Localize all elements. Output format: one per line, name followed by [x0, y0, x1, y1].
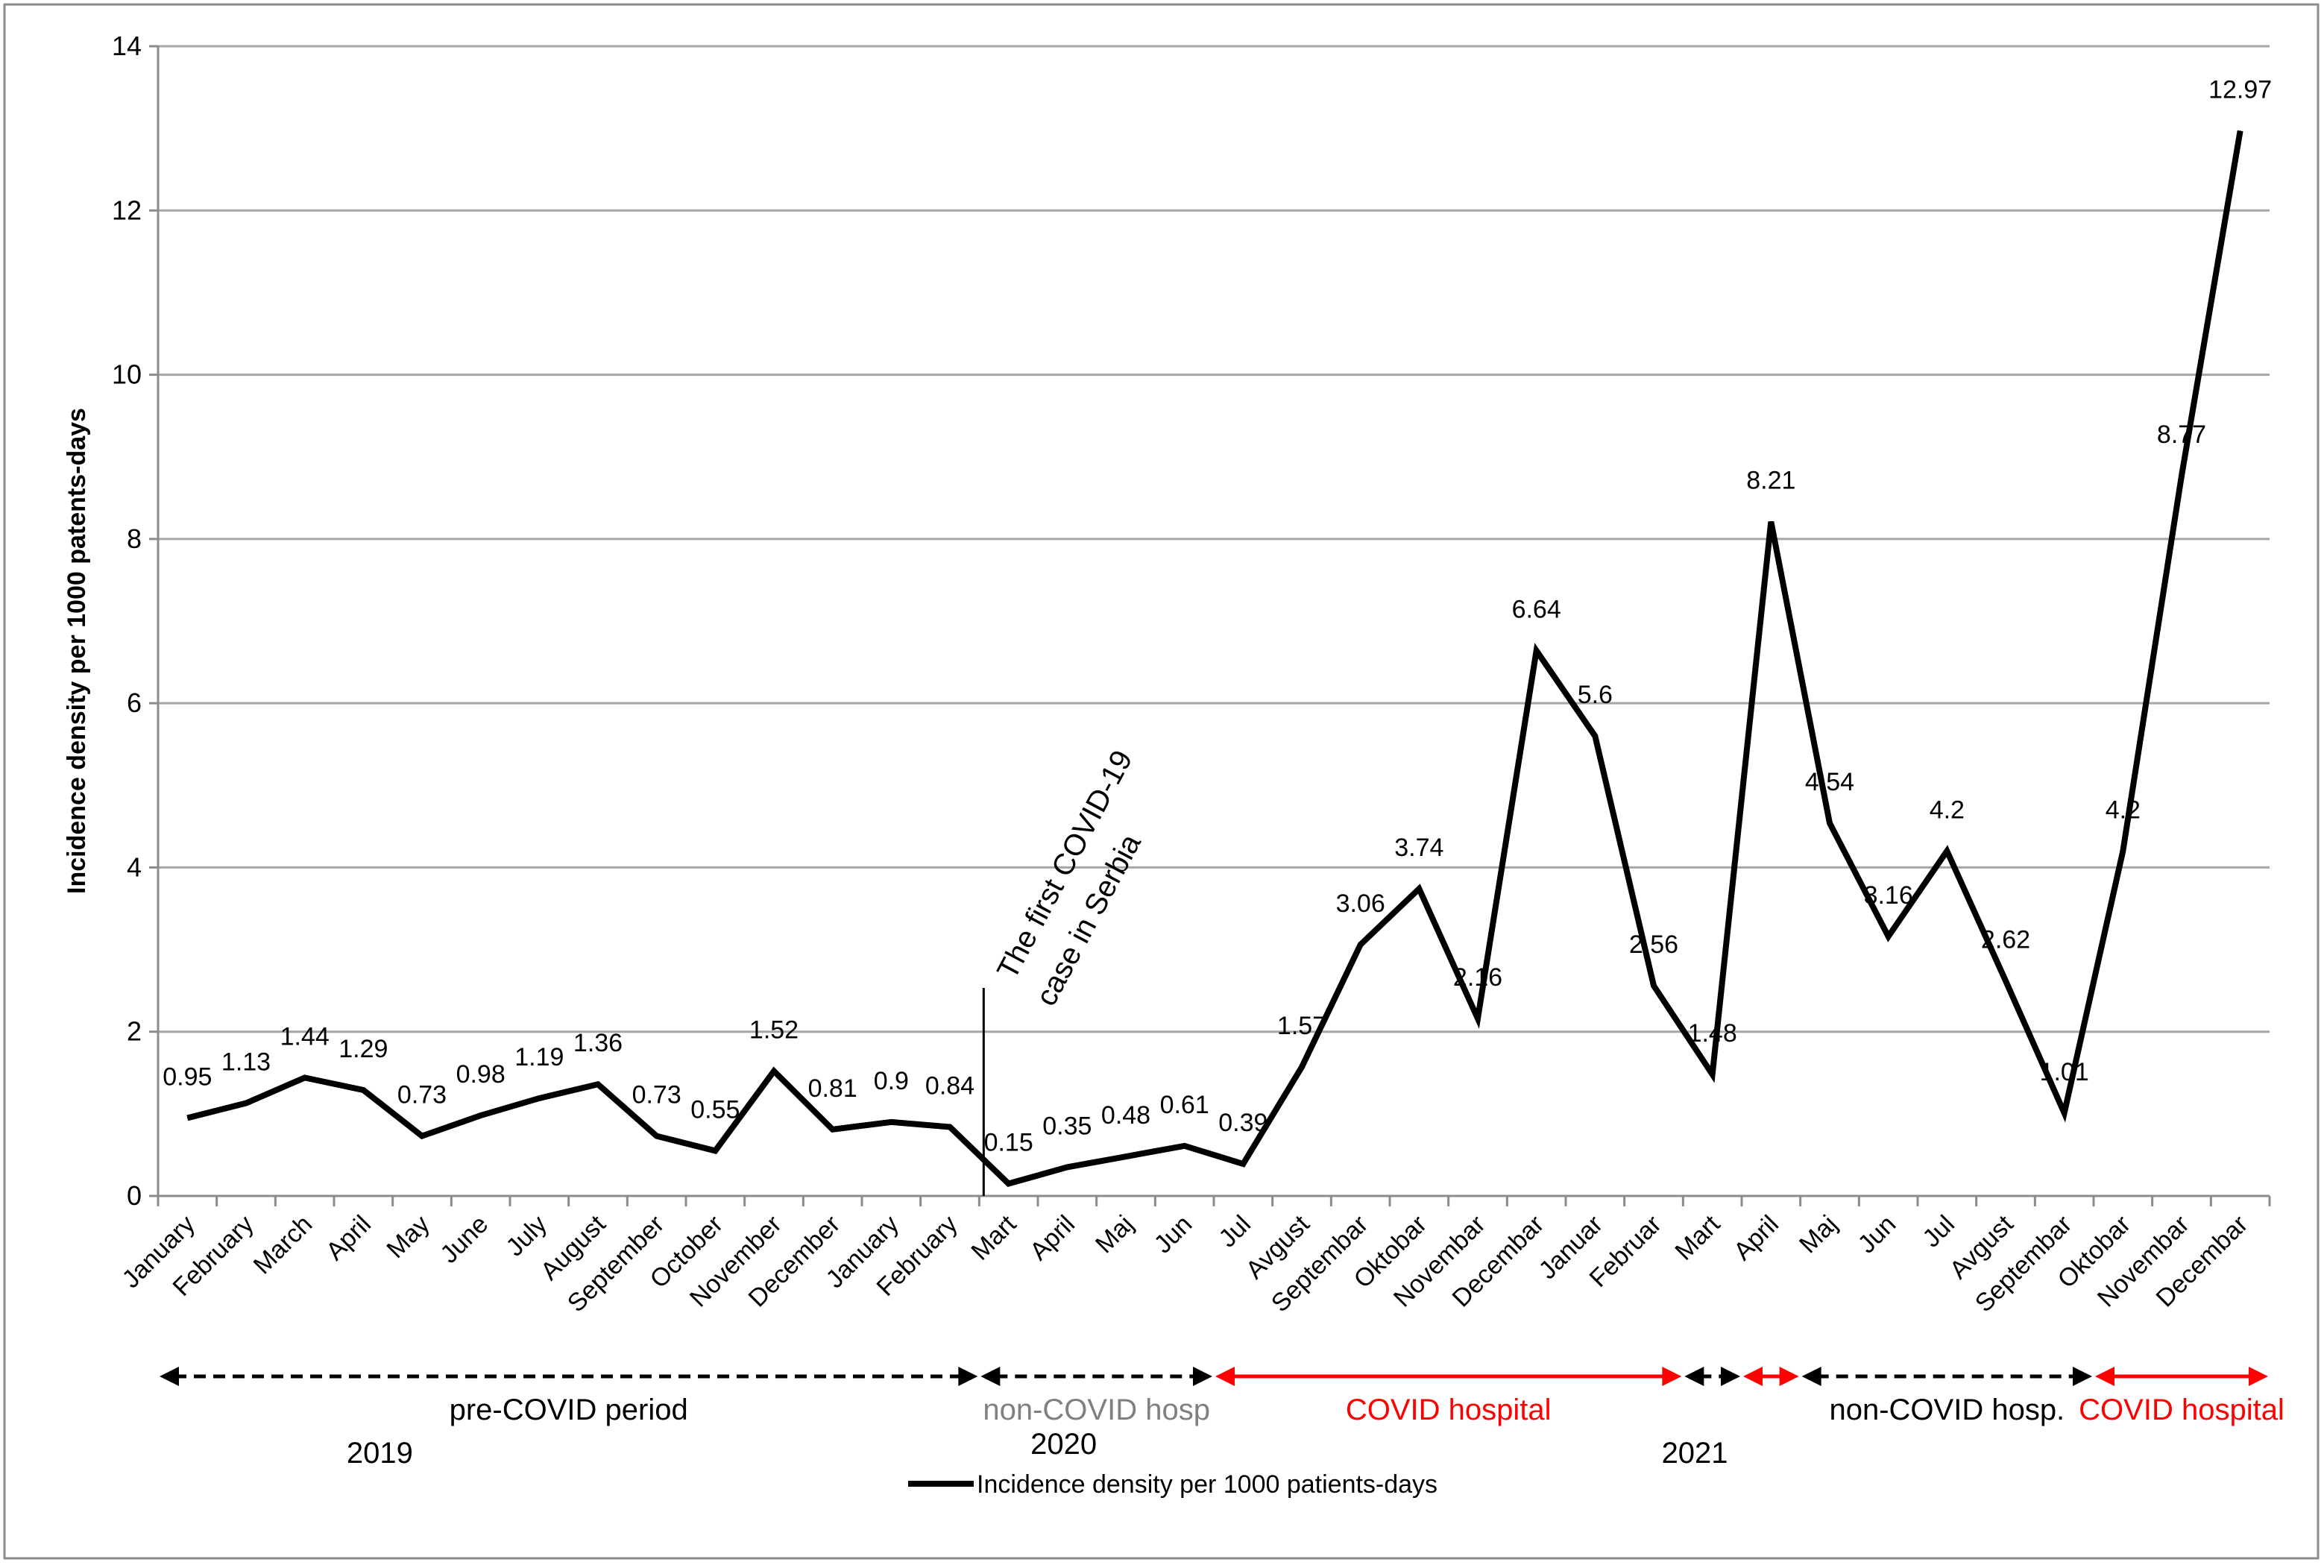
- data-label: 4.2: [1930, 796, 1965, 824]
- data-point: [1418, 888, 1420, 890]
- y-tick-label: 12: [112, 195, 142, 225]
- data-point: [1594, 735, 1596, 737]
- data-point: [1066, 1166, 1068, 1168]
- data-point: [890, 1121, 892, 1123]
- data-label: 3.74: [1394, 834, 1443, 862]
- data-label: 2.56: [1629, 931, 1678, 959]
- data-point: [1477, 1018, 1479, 1019]
- legend-label: Incidence density per 1000 patients-days: [977, 1470, 1437, 1499]
- data-label: 8.21: [1746, 467, 1795, 495]
- data-label: 1.36: [573, 1029, 623, 1057]
- period-arrow-head: [958, 1367, 978, 1386]
- period-arrow-head: [2095, 1367, 2114, 1386]
- y-tick-label: 2: [127, 1016, 142, 1047]
- data-label: 0.84: [925, 1071, 974, 1100]
- data-point: [1008, 1183, 1010, 1184]
- period-arrow-head: [1721, 1367, 1740, 1386]
- series-line-incidence-density: [186, 130, 2243, 1187]
- period-arrow-head: [2073, 1367, 2092, 1386]
- data-label: 3.06: [1336, 890, 1385, 918]
- data-label: 4.54: [1805, 768, 1854, 796]
- data-label: 0.81: [808, 1074, 857, 1103]
- data-point: [714, 1150, 716, 1151]
- y-tick-label: 0: [127, 1180, 142, 1211]
- year-label: 2021: [1662, 1437, 1728, 1470]
- data-label: 1.13: [221, 1048, 271, 1077]
- data-label: 1.29: [338, 1035, 388, 1063]
- data-label: 0.61: [1160, 1091, 1209, 1119]
- data-point: [1536, 650, 1537, 652]
- data-point: [1242, 1163, 1244, 1165]
- period-arrow-head: [980, 1367, 1001, 1386]
- data-label: 1.52: [749, 1016, 799, 1045]
- data-label: 1.19: [514, 1043, 564, 1071]
- data-label: 1.48: [1688, 1019, 1737, 1048]
- data-label: 1.57: [1277, 1012, 1326, 1040]
- period-arrow-head: [1662, 1367, 1682, 1386]
- data-point: [1184, 1145, 1185, 1147]
- data-label: 0.9: [874, 1067, 909, 1095]
- period-label: COVID hospital: [2079, 1394, 2284, 1426]
- y-tick-label: 6: [127, 687, 142, 718]
- y-tick-label: 4: [127, 851, 142, 882]
- data-label: 0.95: [163, 1062, 212, 1091]
- year-label: 2019: [347, 1437, 413, 1470]
- period-label: COVID hospital: [1346, 1394, 1552, 1426]
- data-label: 3.16: [1864, 881, 1913, 910]
- y-tick-label: 14: [112, 31, 142, 61]
- period-label: pre-COVID period: [450, 1394, 688, 1426]
- data-label: 1.44: [280, 1022, 330, 1051]
- data-label: 0.35: [1042, 1112, 1092, 1140]
- data-label: 0.48: [1101, 1101, 1150, 1130]
- data-point: [480, 1115, 482, 1116]
- period-arrow-head: [1215, 1367, 1235, 1386]
- y-tick-label: 10: [112, 359, 142, 390]
- y-tick-label: 8: [127, 523, 142, 554]
- period-arrow-head: [1801, 1367, 1821, 1386]
- data-point: [1125, 1156, 1127, 1157]
- period-arrow-head: [2249, 1367, 2268, 1386]
- data-label: 0.98: [456, 1060, 506, 1089]
- period-label: non-COVID hosp.: [1829, 1394, 2065, 1426]
- period-arrow-head: [1193, 1367, 1212, 1386]
- data-label: 4.2: [2106, 796, 2141, 824]
- data-label: 12.97: [2208, 75, 2272, 104]
- data-label: 8.77: [2157, 421, 2206, 449]
- data-point: [304, 1077, 306, 1078]
- data-point: [1301, 1066, 1303, 1068]
- year-label: 2020: [1030, 1428, 1097, 1461]
- data-label: 6.64: [1512, 596, 1561, 624]
- y-axis-title: Incidence density per 1000 patents-days: [63, 408, 91, 894]
- data-label: 5.6: [1578, 681, 1613, 709]
- data-point: [597, 1083, 599, 1085]
- data-label: 0.73: [632, 1081, 681, 1109]
- period-label: non-COVID hosp: [983, 1394, 1210, 1426]
- period-arrow-head: [160, 1367, 179, 1386]
- data-point: [1360, 944, 1361, 945]
- period-arrow-head: [1684, 1367, 1704, 1386]
- data-point: [1770, 521, 1772, 523]
- period-arrow-head: [1743, 1367, 1763, 1386]
- data-label: 0.55: [690, 1095, 740, 1124]
- data-point: [2064, 1112, 2065, 1114]
- data-label: 0.73: [397, 1081, 447, 1109]
- data-point: [832, 1129, 834, 1130]
- chart-frame: [3, 3, 2320, 1560]
- data-label: 0.15: [984, 1128, 1033, 1156]
- data-label: 2.16: [1453, 963, 1502, 992]
- data-label: 1.01: [2040, 1058, 2089, 1086]
- data-label: 2.62: [1981, 925, 2030, 954]
- data-label: 0.39: [1218, 1109, 1268, 1137]
- data-point: [362, 1089, 364, 1091]
- period-arrow-head: [1779, 1367, 1799, 1386]
